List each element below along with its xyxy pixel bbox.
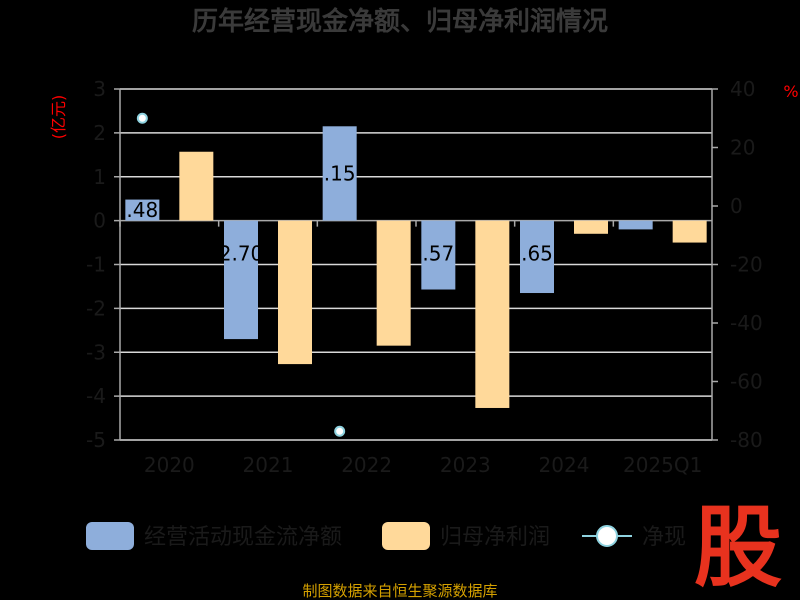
bar-series-2 [672, 220, 707, 243]
left-tick-label: 3 [93, 77, 106, 101]
legend-marker-ratio [596, 525, 618, 547]
bar-series-1 [224, 220, 258, 340]
bar-series-1 [618, 220, 653, 230]
left-tick-label: 1 [93, 165, 106, 189]
x-tick-label: 2022 [341, 453, 392, 477]
x-tick-label: 2021 [243, 453, 294, 477]
legend[interactable]: 经营活动现金流净额 归母净利润 净现 [86, 522, 686, 550]
bar-value-label: .57 [422, 242, 454, 266]
left-tick-label: -1 [86, 253, 106, 277]
x-tick-label: 2023 [440, 453, 491, 477]
bar-series-2 [475, 220, 510, 408]
bar-series-2 [179, 151, 214, 221]
right-tick-label: 20 [730, 136, 755, 160]
bar-series-2 [574, 220, 608, 234]
scatter-point [136, 112, 148, 124]
x-tick-label: 2020 [144, 453, 195, 477]
legend-label-cashflow: 经营活动现金流净额 [144, 525, 342, 550]
bar-value-label: .15 [324, 161, 356, 185]
legend-swatch-cashflow [86, 522, 134, 550]
left-tick-label: 0 [93, 209, 106, 233]
bar-series-1 [322, 126, 357, 221]
watermark-logo: 股 [694, 496, 782, 599]
bar-series-1 [125, 199, 160, 221]
bar-series-1 [421, 220, 456, 290]
bar-series-1 [520, 220, 554, 294]
bars [125, 126, 707, 408]
bar-value-label: .48 [126, 198, 158, 222]
bar-series-2 [376, 220, 411, 346]
right-axis-unit: % [783, 82, 798, 101]
x-tick-label: 2024 [539, 453, 590, 477]
bar-value-label: .65 [521, 242, 553, 266]
left-tick-label: -5 [86, 428, 106, 452]
bar-series-2 [278, 220, 312, 365]
right-tick-label: -60 [730, 370, 763, 394]
scatter-points [136, 112, 346, 437]
right-tick-label: 40 [730, 77, 755, 101]
left-axis-unit: (亿元) [49, 95, 68, 140]
left-tick-label: 2 [93, 121, 106, 145]
bar-value-label: 20 [623, 242, 648, 266]
right-tick-label: -80 [730, 428, 763, 452]
left-tick-label: -2 [86, 296, 106, 320]
bar-value-label: 2.70 [219, 242, 264, 266]
scatter-point [334, 425, 346, 437]
x-tick-label: 2025Q1 [623, 453, 702, 477]
left-tick-label: -4 [86, 384, 106, 408]
data-labels: .48 2.70 .15 .57 .65 20 [126, 161, 648, 265]
source-note: 制图数据来自恒生聚源数据库 [302, 582, 497, 600]
axes: 3 2 1 0 -1 -2 -3 -4 -5 40 20 0 -20 -40 -60 -80 2020 2021 2… [86, 77, 763, 477]
legend-swatch-profit [382, 522, 430, 550]
legend-label-ratio: 净现 [642, 525, 686, 550]
right-tick-label: 0 [730, 194, 743, 218]
chart-title: 历年经营现金净额、归母净利润情况 [192, 6, 608, 37]
legend-label-profit: 归母净利润 [440, 525, 550, 550]
right-tick-label: -20 [730, 253, 763, 277]
right-tick-label: -40 [730, 311, 763, 335]
left-tick-label: -3 [86, 340, 106, 364]
